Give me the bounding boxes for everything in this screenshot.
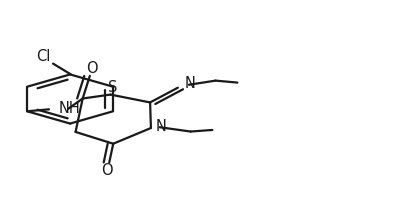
Text: O: O [101,163,113,178]
Text: N: N [185,76,196,91]
Text: N: N [156,119,166,133]
Text: NH: NH [59,101,81,116]
Text: Cl: Cl [36,49,50,64]
Text: S: S [108,80,117,95]
Text: O: O [86,61,98,76]
